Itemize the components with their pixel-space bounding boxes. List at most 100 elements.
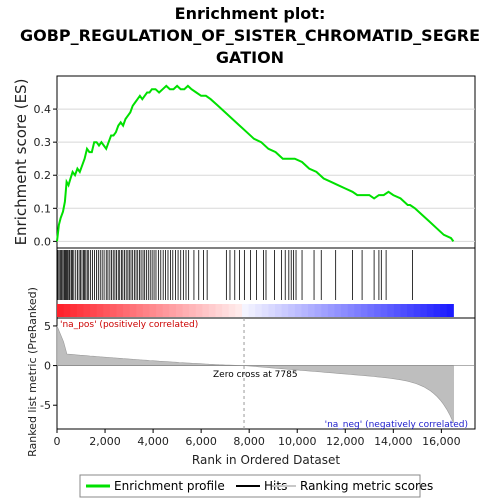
rank-bar-segment (393, 304, 402, 317)
es-y-axis: 0.0 0.1 0.2 0.3 0.4 (34, 103, 57, 248)
chart-title-line-1: Enrichment plot: (175, 4, 326, 23)
rank-bar-segment (195, 304, 203, 317)
rank-bar-segment (162, 304, 170, 317)
rank-bar-segment (228, 304, 236, 317)
rank-bar-segment (116, 304, 124, 317)
x-tick-label: 14,000 (374, 435, 413, 448)
rank-bar-segment (268, 304, 276, 317)
metric-y-tick-label: -5 (40, 399, 51, 412)
x-tick-label: 4,000 (137, 435, 169, 448)
x-tick-label: 10,000 (278, 435, 317, 448)
x-tick-label: 6,000 (185, 435, 217, 448)
rank-bar-segment (63, 304, 71, 317)
rank-bar-segment (261, 304, 269, 317)
rank-bar-segment (426, 304, 435, 317)
rank-bar-segment (440, 304, 448, 317)
rank-bar-segment (90, 304, 98, 317)
rank-bar-segment (103, 304, 111, 317)
rank-bar-segment (215, 304, 223, 317)
x-tick-label: 8,000 (233, 435, 265, 448)
rank-bar-segment (275, 304, 283, 317)
rank-bar-segment (433, 304, 441, 317)
es-y-axis-label: Enrichment score (ES) (12, 79, 30, 246)
es-y-tick-label: 0.4 (34, 103, 52, 116)
metric-y-tick-label: 0 (44, 360, 51, 373)
x-tick-label: 0 (54, 435, 61, 448)
rank-bar-segment (360, 304, 368, 317)
rank-color-bar (57, 304, 454, 317)
rank-bar-segment (248, 304, 256, 317)
x-tick-label: 16,000 (422, 435, 461, 448)
enrichment-profile-path (56, 84, 455, 242)
rank-bar-segment (367, 304, 375, 317)
es-y-tick-label: 0.2 (34, 169, 52, 182)
rank-bar-segment (400, 304, 408, 317)
rank-bar-segment (83, 304, 91, 317)
x-axis-label: Rank in Ordered Dataset (192, 453, 340, 467)
rank-bar-segment (420, 304, 428, 317)
rank-bar-segment (222, 304, 230, 317)
rank-bar-segment (347, 304, 355, 317)
metric-y-axis: -5 0 5 (40, 320, 57, 412)
x-tick-label: 12,000 (326, 435, 365, 448)
rank-bar-segment (334, 304, 342, 317)
rank-bar-segment (136, 304, 144, 317)
rank-bar-segment (407, 304, 415, 317)
rank-bar-segment (156, 304, 164, 317)
rank-bar-segment (76, 304, 84, 317)
rank-bar-segment (341, 304, 349, 317)
rank-bar-segment (189, 304, 197, 317)
pos-correlated-label: 'na_pos' (positively correlated) (60, 320, 198, 330)
rank-bar-segment (123, 304, 131, 317)
rank-bar-segment (314, 304, 322, 317)
hit-marks (57, 250, 413, 300)
rank-bar-segment (374, 304, 382, 317)
rank-bar-segment (70, 304, 78, 317)
enrichment-profile-line (56, 84, 455, 242)
rank-bar-segment (208, 304, 217, 317)
es-grid (57, 108, 475, 242)
rank-bar-segment (380, 304, 388, 317)
legend-label-metric: Ranking metric scores (300, 479, 433, 493)
rank-bar-segment (308, 304, 316, 317)
rank-bar-segment (301, 304, 309, 317)
metric-y-axis-label: Ranked list metric (PreRanked) (26, 287, 39, 457)
rank-bar-segment (241, 304, 250, 317)
rank-bar-segment (281, 304, 289, 317)
legend: Enrichment profile Hits Ranking metric s… (79, 474, 433, 498)
rank-bar-segment (109, 304, 117, 317)
zero-cross-label: Zero cross at 7785 (213, 370, 298, 380)
ranking-metric-area (56, 318, 475, 429)
x-axis: 0 2,000 4,000 6,000 8,000 10,000 12,000 14,000 1… (54, 429, 461, 448)
es-y-tick-label: 0.0 (34, 235, 52, 248)
rank-bar-segment (321, 304, 329, 317)
legend-label-enrichment: Enrichment profile (114, 479, 225, 493)
rank-bar-segment (327, 304, 335, 317)
rank-bar-segment (202, 304, 210, 317)
ranking-metric-fill (56, 325, 454, 423)
rank-bar-segment (129, 304, 137, 317)
rank-bar-segment (354, 304, 362, 317)
es-y-tick-label: 0.1 (34, 202, 52, 215)
rank-bar-segment (57, 304, 65, 317)
es-panel (56, 75, 476, 249)
rank-bar-segment (96, 304, 104, 317)
chart-title-line-3: GATION (216, 48, 284, 67)
x-tick-label: 2,000 (89, 435, 121, 448)
rank-bar-segment (387, 304, 395, 317)
rank-bar-segment (169, 304, 177, 317)
rank-bar-segment (294, 304, 302, 317)
rank-bar-segment (175, 304, 184, 317)
chart-title-line-2: GOBP_REGULATION_OF_SISTER_CHROMATID_SEGR… (20, 26, 480, 45)
rank-bar-segment (255, 304, 263, 317)
rank-bar-segment (182, 304, 190, 317)
es-y-tick-label: 0.3 (34, 136, 52, 149)
rank-bar-segment (446, 304, 454, 317)
rank-bar-segment (288, 304, 296, 317)
rank-bar-segment (235, 304, 243, 317)
rank-bar-segment (413, 304, 421, 317)
neg-correlated-label: 'na_neg' (negatively correlated) (325, 420, 468, 430)
metric-y-tick-label: 5 (44, 320, 51, 333)
